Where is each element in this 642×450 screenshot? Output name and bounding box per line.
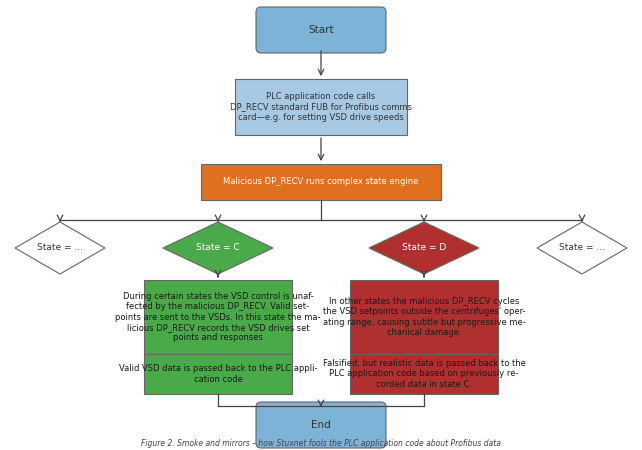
Text: State = C: State = C	[196, 243, 240, 252]
FancyBboxPatch shape	[256, 7, 386, 53]
Bar	[235, 79, 407, 135]
Text: In other states the malicious DP_RECV cycles
the VSD setpoints outside the centr: In other states the malicious DP_RECV cy…	[323, 297, 525, 337]
Polygon shape	[15, 222, 105, 274]
Text: Valid VSD data is passed back to the PLC appli-
cation code: Valid VSD data is passed back to the PLC…	[119, 364, 317, 384]
Bar	[144, 280, 292, 354]
FancyBboxPatch shape	[256, 402, 386, 448]
Bar	[350, 280, 498, 354]
Text: State = D: State = D	[402, 243, 446, 252]
Text: Falsified, but realistic data is passed back to the
PLC application code based o: Falsified, but realistic data is passed …	[322, 359, 525, 389]
Text: State = ...: State = ...	[559, 243, 605, 252]
Text: During certain states the VSD control is unaf-
fected by the malicious DP_RECV. : During certain states the VSD control is…	[116, 292, 321, 342]
Polygon shape	[537, 222, 627, 274]
Text: State = ...: State = ...	[37, 243, 83, 252]
Text: PLC application code calls
DP_RECV standard FUB for Profibus comms
card—e.g. for: PLC application code calls DP_RECV stand…	[230, 92, 412, 122]
Text: Start: Start	[308, 25, 334, 35]
Polygon shape	[369, 222, 479, 274]
Text: End: End	[311, 420, 331, 430]
Bar	[350, 354, 498, 394]
Polygon shape	[163, 222, 273, 274]
Text: Malicious DP_RECV runs complex state engine: Malicious DP_RECV runs complex state eng…	[223, 177, 419, 186]
Bar	[201, 164, 441, 200]
Text: Figure 2. Smoke and mirrors – how Stuxnet fools the PLC application code about P: Figure 2. Smoke and mirrors – how Stuxne…	[141, 439, 501, 448]
Bar	[144, 354, 292, 394]
